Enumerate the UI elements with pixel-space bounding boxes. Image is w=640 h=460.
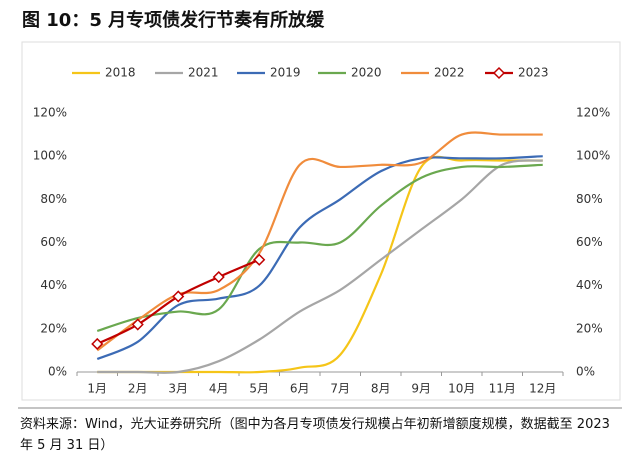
series-marker bbox=[91, 337, 104, 351]
y2-tick-label: 20% bbox=[576, 321, 603, 335]
series-line bbox=[96, 163, 543, 333]
series-line bbox=[97, 159, 543, 374]
series-marker bbox=[131, 318, 144, 331]
x-tick-label: 4月 bbox=[209, 382, 229, 396]
chart-frame bbox=[21, 41, 621, 401]
x-tick-label: 6月 bbox=[290, 382, 310, 396]
y2-tick-label: 0% bbox=[576, 365, 595, 379]
x-tick-label: 9月 bbox=[411, 382, 431, 396]
legend-label: 2018 bbox=[105, 66, 136, 80]
y-tick-label: 100% bbox=[33, 149, 67, 163]
y-tick-label: 0% bbox=[48, 365, 67, 379]
y2-tick-label: 120% bbox=[576, 106, 610, 120]
x-tick-label: 7月 bbox=[330, 382, 350, 396]
x-tick-label: 10月 bbox=[448, 382, 475, 396]
y2-tick-label: 100% bbox=[576, 149, 610, 163]
legend-marker bbox=[492, 66, 506, 80]
x-tick-label: 2月 bbox=[128, 382, 148, 396]
chart-title: 图 10：5 月专项债发行节奏有所放缓 bbox=[22, 10, 325, 31]
series-marker bbox=[212, 270, 225, 284]
x-tick-label: 1月 bbox=[87, 382, 107, 396]
legend-label: 2021 bbox=[188, 66, 219, 80]
legend-label: 2022 bbox=[434, 66, 465, 80]
series-marker bbox=[172, 290, 185, 303]
y2-tick-label: 40% bbox=[576, 278, 603, 292]
x-tick-label: 5月 bbox=[249, 382, 269, 396]
series-line bbox=[97, 155, 543, 374]
series-marker bbox=[253, 253, 266, 266]
y-tick-label: 60% bbox=[40, 235, 67, 249]
series-line bbox=[96, 155, 543, 361]
y-tick-label: 20% bbox=[40, 321, 67, 335]
y-tick-label: 40% bbox=[40, 278, 67, 292]
legend-label: 2023 bbox=[518, 66, 549, 80]
source-note: 资料来源：Wind，光大证券研究所（图中为各月专项债发行规模占年初新增额度规模，… bbox=[20, 417, 610, 453]
x-tick-label: 8月 bbox=[371, 382, 391, 396]
x-tick-label: 11月 bbox=[489, 382, 516, 396]
legend-label: 2020 bbox=[351, 66, 382, 80]
y2-tick-label: 80% bbox=[576, 192, 603, 206]
legend-label: 2019 bbox=[270, 66, 301, 80]
chart: 0% 20% 40% 60% 80% 100% 120% 0% 20% 40% 60% 80% 100%… bbox=[18, 41, 622, 409]
y-tick-label: 80% bbox=[40, 192, 67, 206]
y-tick-label: 120% bbox=[33, 106, 67, 120]
x-tick-label: 3月 bbox=[168, 382, 188, 396]
y2-tick-label: 60% bbox=[576, 235, 603, 249]
x-tick-label: 12月 bbox=[529, 382, 556, 396]
